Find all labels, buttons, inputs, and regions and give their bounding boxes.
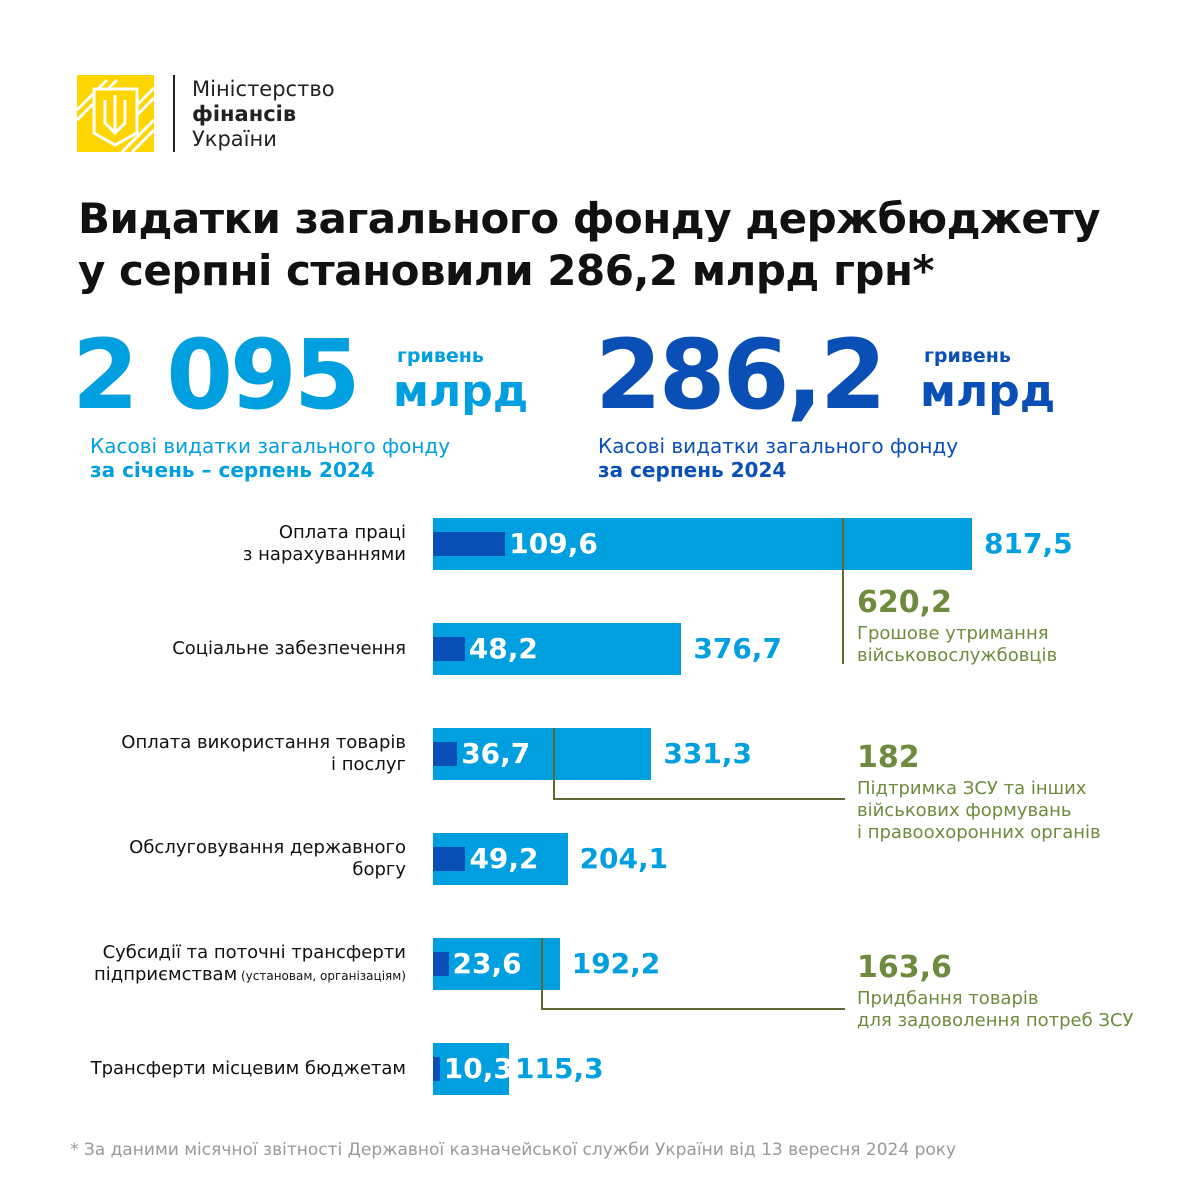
annotation-text: Придбання товарів для задоволення потреб … <box>857 988 1134 1032</box>
annotation-value: 163,6 <box>857 950 952 985</box>
category-label: Субсидії та поточні трансферти підприємст… <box>94 942 406 987</box>
kpi-month-unit-small: гривень <box>924 345 1011 367</box>
kpi-month-desc: Касові видатки загального фонду <box>598 434 959 458</box>
annotation-text-line: для задоволення потреб ЗСУ <box>857 1010 1134 1031</box>
category-label: Оплата праці з нарахуваннями <box>243 522 406 566</box>
bar-total <box>433 518 972 570</box>
bar-total <box>433 728 652 780</box>
bar-month <box>433 1057 440 1081</box>
logo-text-line3: України <box>192 127 277 151</box>
kpi-month-period: за серпень 2024 <box>598 458 787 482</box>
bar-month <box>433 637 465 661</box>
bar-month <box>433 952 449 976</box>
category-label-line: Оплата використання товарів <box>121 732 406 753</box>
category-label-line: боргу <box>352 859 406 880</box>
bar-month-label: 10,3 <box>443 1052 513 1085</box>
category-label-line: підприємствам (установам, організаціям) <box>94 964 406 985</box>
annotation-text-line: військових формувань <box>857 800 1072 821</box>
annotation-value: 182 <box>857 740 920 775</box>
category-label: Соціальне забезпечення <box>172 638 406 660</box>
bar-month-label: 49,2 <box>469 842 539 875</box>
logo-text-line1: Міністерство <box>192 77 335 101</box>
kpi-total-unit-big: млрд <box>393 366 529 417</box>
bar-total <box>433 1043 510 1095</box>
logo-divider <box>173 75 175 152</box>
annotation-text: Грошове утримання військовослужбовців <box>857 623 1057 667</box>
kpi-total-value: 2 095 <box>72 319 361 431</box>
kpi-total-desc: Касові видатки загального фонду <box>90 434 451 458</box>
annotation-text: Підтримка ЗСУ та інших військових формува… <box>857 778 1101 844</box>
bar-total-label: 817,5 <box>984 527 1073 560</box>
bar-month-label: 23,6 <box>452 947 522 980</box>
bar-total-label: 192,2 <box>571 947 661 980</box>
kpi-total-period: за січень – серпень 2024 <box>90 458 375 482</box>
annotation-line <box>540 1008 845 1010</box>
annotation-line <box>540 938 543 1010</box>
annotation-text-line: Придбання товарів <box>857 988 1039 1009</box>
kpi-total-unit-small: гривень <box>397 345 484 367</box>
category-label-line: Оплата праці <box>278 522 406 543</box>
bar-total-label: 331,3 <box>663 737 752 770</box>
logo-text-line2: фінансів <box>192 102 297 126</box>
category-label: Обслуговування державного боргу <box>129 837 406 881</box>
bar-total-label: 376,7 <box>693 632 782 665</box>
bar-month <box>433 847 466 871</box>
bar-total <box>433 938 560 990</box>
bar-total-label: 115,3 <box>515 1052 604 1085</box>
bar-total <box>433 623 682 675</box>
category-label-line: Обслуговування державного <box>129 837 406 858</box>
category-label-line: Трансферти місцевим бюджетам <box>90 1058 406 1079</box>
bar-month-label: 48,2 <box>468 632 538 665</box>
annotation-text-line: Підтримка ЗСУ та інших <box>857 778 1087 799</box>
bar-month <box>433 742 458 766</box>
category-label-line: і послуг <box>330 754 406 775</box>
kpi-month-value: 286,2 <box>595 319 887 431</box>
category-label-line: Соціальне забезпечення <box>172 638 406 659</box>
category-label: Оплата використання товарів і послуг <box>121 732 406 776</box>
kpi-month-unit-big: млрд <box>920 366 1056 417</box>
annotation-value: 620,2 <box>857 585 952 620</box>
category-label: Трансферти місцевим бюджетам <box>91 1058 406 1080</box>
annotation-line <box>552 728 555 800</box>
annotation-text-line: і правоохоронних органів <box>857 822 1101 843</box>
ministry-logo-emblem <box>75 75 156 154</box>
category-label-line: з нарахуваннями <box>242 544 406 565</box>
footnote: * За даними місячної звітності Державної… <box>70 1140 957 1160</box>
annotation-line <box>841 518 844 664</box>
bar-month <box>433 532 506 556</box>
title-line2: у серпні становили 286,2 млрд грн* <box>78 246 934 295</box>
category-label-line: Субсидії та поточні трансферти <box>102 942 406 963</box>
annotation-text-line: Грошове утримання <box>857 623 1049 644</box>
title-line1: Видатки загального фонду держбюджету <box>78 194 1101 243</box>
annotation-text-line: військовослужбовців <box>857 645 1058 666</box>
category-label-note: (установам, організаціям) <box>237 969 406 983</box>
page-title: Видатки загального фонду держбюджету у с… <box>78 193 1101 297</box>
bar-month-label: 36,7 <box>461 737 531 770</box>
bar-month-label: 109,6 <box>509 527 598 560</box>
annotation-line <box>552 798 845 800</box>
bar-total-label: 204,1 <box>579 842 669 875</box>
